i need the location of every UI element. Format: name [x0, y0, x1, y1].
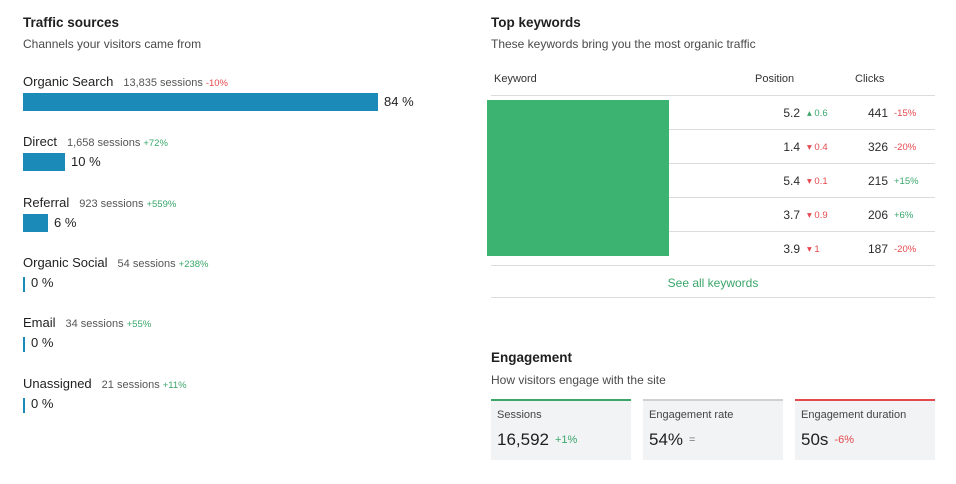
source-percent: 10 %	[71, 154, 101, 169]
keyword-row[interactable]: 1.4 ▾ 0.4 326 -20%	[491, 130, 935, 164]
keyword-position-delta: ▾ 1	[807, 244, 820, 255]
keyword-position: 5.2	[783, 106, 800, 120]
source-sessions: 54 sessions	[117, 258, 176, 270]
source-organic-search: Organic Search 13,835 sessions -10% 84 %	[23, 73, 443, 123]
keyword-position-delta: ▾ 0.9	[807, 210, 828, 221]
source-percent: 0 %	[31, 396, 54, 411]
keyword-position-delta: ▴ 0.6	[807, 108, 828, 119]
source-bar-row: 0 %	[23, 395, 443, 413]
source-percent: 0 %	[31, 275, 54, 290]
keyword-row[interactable]: 3.7 ▾ 0.9 206 +6%	[491, 198, 935, 232]
source-percent: 6 %	[54, 215, 77, 230]
source-bar-row: 84 %	[23, 93, 443, 111]
card-accent-bar	[491, 399, 631, 401]
top-keywords-subtitle: These keywords bring you the most organi…	[491, 37, 756, 51]
source-percent: 84 %	[384, 94, 414, 109]
keyword-clicks-delta: -15%	[894, 108, 917, 119]
column-clicks[interactable]: Clicks	[855, 73, 885, 85]
see-all-keywords-row: See all keywords	[491, 263, 935, 298]
see-all-keywords-link[interactable]: See all keywords	[667, 276, 759, 290]
keyword-position: 3.7	[783, 208, 800, 222]
keyword-position-delta: ▾ 0.1	[807, 176, 828, 187]
source-bar	[23, 93, 378, 111]
card-sessions[interactable]: Sessions 16,592 +1%	[491, 399, 631, 460]
keyword-redaction-block	[487, 100, 669, 256]
keyword-clicks: 441	[867, 106, 888, 120]
card-accent-bar	[795, 399, 935, 401]
source-name: Email	[23, 315, 56, 330]
source-sessions: 13,835 sessions	[123, 77, 203, 89]
column-position[interactable]: Position	[755, 73, 795, 85]
source-sessions: 1,658 sessions	[66, 137, 141, 149]
source-name: Direct	[23, 134, 57, 149]
engagement-subtitle: How visitors engage with the site	[491, 373, 666, 387]
keyword-clicks: 206	[867, 208, 888, 222]
keyword-position: 5.4	[783, 174, 800, 188]
source-name: Unassigned	[23, 376, 92, 391]
card-engagement-rate[interactable]: Engagement rate 54% =	[643, 399, 783, 460]
keyword-clicks: 215	[867, 174, 888, 188]
keyword-clicks: 187	[867, 242, 888, 256]
source-delta: +72%	[143, 138, 168, 149]
source-bar	[23, 153, 65, 171]
source-name: Organic Social	[23, 255, 108, 270]
source-referral: Referral 923 sessions +559% 6 %	[23, 194, 443, 244]
source-sessions: 34 sessions	[65, 318, 124, 330]
keyword-clicks-delta: -20%	[894, 142, 917, 153]
source-delta: +559%	[146, 199, 177, 210]
card-label: Engagement rate	[649, 409, 734, 421]
source-delta: +238%	[178, 259, 209, 270]
card-label: Sessions	[497, 409, 542, 421]
card-value: 54%	[649, 430, 684, 449]
source-delta: -10%	[205, 78, 229, 89]
source-bar	[23, 337, 25, 352]
source-name: Organic Search	[23, 74, 114, 89]
keyword-clicks-delta: +15%	[894, 176, 919, 187]
keyword-position: 1.4	[783, 140, 800, 154]
keyword-clicks-delta: +6%	[894, 210, 914, 221]
card-delta: +1%	[555, 434, 578, 446]
source-sessions: 923 sessions	[79, 198, 144, 210]
source-delta: +55%	[126, 319, 152, 330]
source-name: Referral	[23, 195, 70, 210]
source-direct: Direct 1,658 sessions +72% 10 %	[23, 133, 443, 183]
card-value: 16,592	[497, 430, 549, 449]
keyword-row[interactable]: 5.2 ▴ 0.6 441 -15%	[491, 96, 935, 130]
top-keywords-title: Top keywords	[491, 15, 581, 30]
source-sessions: 21 sessions	[101, 379, 160, 391]
source-bar	[23, 398, 25, 413]
source-bar-row: 0 %	[23, 334, 443, 352]
traffic-sources-title: Traffic sources	[23, 15, 120, 30]
source-bar	[23, 277, 25, 292]
card-engagement-duration[interactable]: Engagement duration 50s -6%	[795, 399, 935, 460]
source-delta: +11%	[162, 380, 187, 391]
source-bar-row: 6 %	[23, 214, 443, 232]
source-unassigned: Unassigned 21 sessions +11% 0 %	[23, 375, 443, 425]
source-organic-social: Organic Social 54 sessions +238% 0 %	[23, 254, 443, 304]
keywords-table-header: Keyword Position Clicks	[491, 63, 935, 96]
source-bar-row: 0 %	[23, 274, 443, 292]
card-value: 50s	[801, 430, 829, 449]
traffic-sources-subtitle: Channels your visitors came from	[23, 37, 202, 51]
card-delta: =	[689, 434, 696, 446]
source-email: Email 34 sessions +55% 0 %	[23, 314, 443, 364]
source-bar	[23, 214, 48, 232]
keywords-table: Keyword Position Clicks 5.2 ▴ 0.6 441 -1…	[491, 63, 935, 266]
source-bar-row: 10 %	[23, 153, 443, 171]
engagement-title: Engagement	[491, 350, 573, 365]
keyword-position-delta: ▾ 0.4	[807, 142, 828, 153]
keyword-position: 3.9	[783, 242, 800, 256]
card-accent-bar	[643, 399, 783, 401]
card-label: Engagement duration	[801, 409, 907, 421]
card-delta: -6%	[834, 434, 854, 446]
keyword-clicks-delta: -20%	[894, 244, 917, 255]
keyword-row[interactable]: 5.4 ▾ 0.1 215 +15%	[491, 164, 935, 198]
source-percent: 0 %	[31, 335, 54, 350]
keyword-clicks: 326	[867, 140, 888, 154]
keyword-row[interactable]: 3.9 ▾ 1 187 -20%	[491, 232, 935, 266]
column-keyword[interactable]: Keyword	[494, 73, 537, 85]
